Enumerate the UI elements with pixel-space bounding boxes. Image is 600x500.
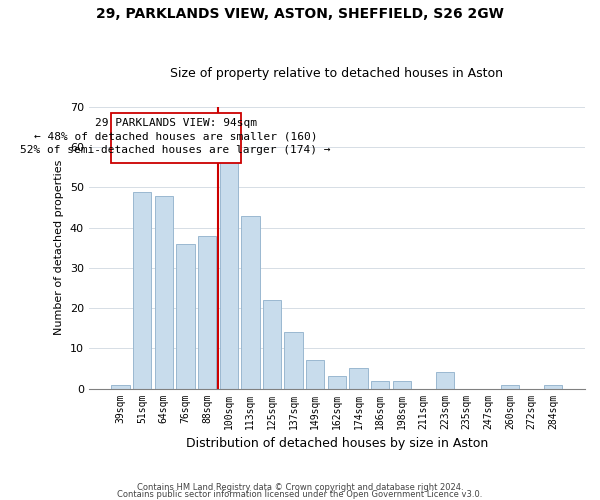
Title: Size of property relative to detached houses in Aston: Size of property relative to detached ho… <box>170 66 503 80</box>
Bar <box>155 196 173 388</box>
Text: Contains HM Land Registry data © Crown copyright and database right 2024.: Contains HM Land Registry data © Crown c… <box>137 484 463 492</box>
Y-axis label: Number of detached properties: Number of detached properties <box>54 160 64 336</box>
Bar <box>392 380 411 388</box>
Bar <box>284 332 303 388</box>
Bar <box>133 192 151 388</box>
Text: 52% of semi-detached houses are larger (174) →: 52% of semi-detached houses are larger (… <box>20 146 331 156</box>
Bar <box>349 368 368 388</box>
Bar <box>112 384 130 388</box>
Bar <box>371 380 389 388</box>
Text: 29 PARKLANDS VIEW: 94sqm: 29 PARKLANDS VIEW: 94sqm <box>95 118 257 128</box>
FancyBboxPatch shape <box>111 113 241 164</box>
X-axis label: Distribution of detached houses by size in Aston: Distribution of detached houses by size … <box>186 437 488 450</box>
Text: Contains public sector information licensed under the Open Government Licence v3: Contains public sector information licen… <box>118 490 482 499</box>
Bar <box>263 300 281 388</box>
Text: ← 48% of detached houses are smaller (160): ← 48% of detached houses are smaller (16… <box>34 132 317 142</box>
Bar <box>198 236 216 388</box>
Bar <box>501 384 519 388</box>
Bar <box>220 156 238 388</box>
Bar <box>176 244 194 388</box>
Bar <box>436 372 454 388</box>
Bar <box>241 216 260 388</box>
Bar <box>328 376 346 388</box>
Bar <box>544 384 562 388</box>
Bar <box>306 360 325 388</box>
Text: 29, PARKLANDS VIEW, ASTON, SHEFFIELD, S26 2GW: 29, PARKLANDS VIEW, ASTON, SHEFFIELD, S2… <box>96 8 504 22</box>
